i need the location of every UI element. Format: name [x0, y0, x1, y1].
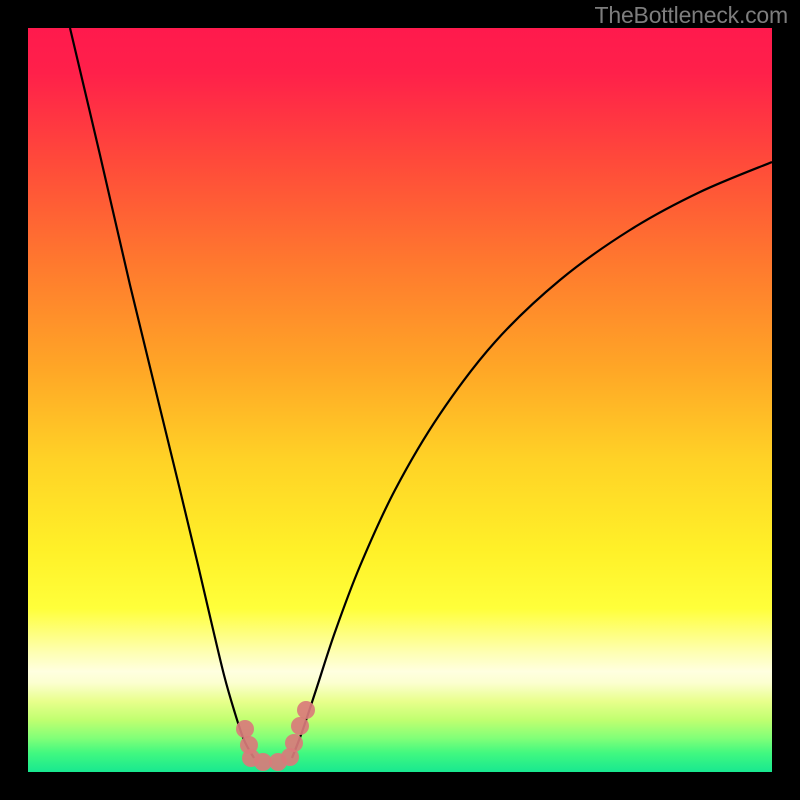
plot-background: [28, 28, 772, 772]
data-marker: [297, 701, 315, 719]
data-marker: [291, 717, 309, 735]
data-marker: [236, 720, 254, 738]
data-marker: [285, 734, 303, 752]
bottleneck-chart: [0, 0, 800, 800]
watermark-text: TheBottleneck.com: [595, 2, 788, 29]
